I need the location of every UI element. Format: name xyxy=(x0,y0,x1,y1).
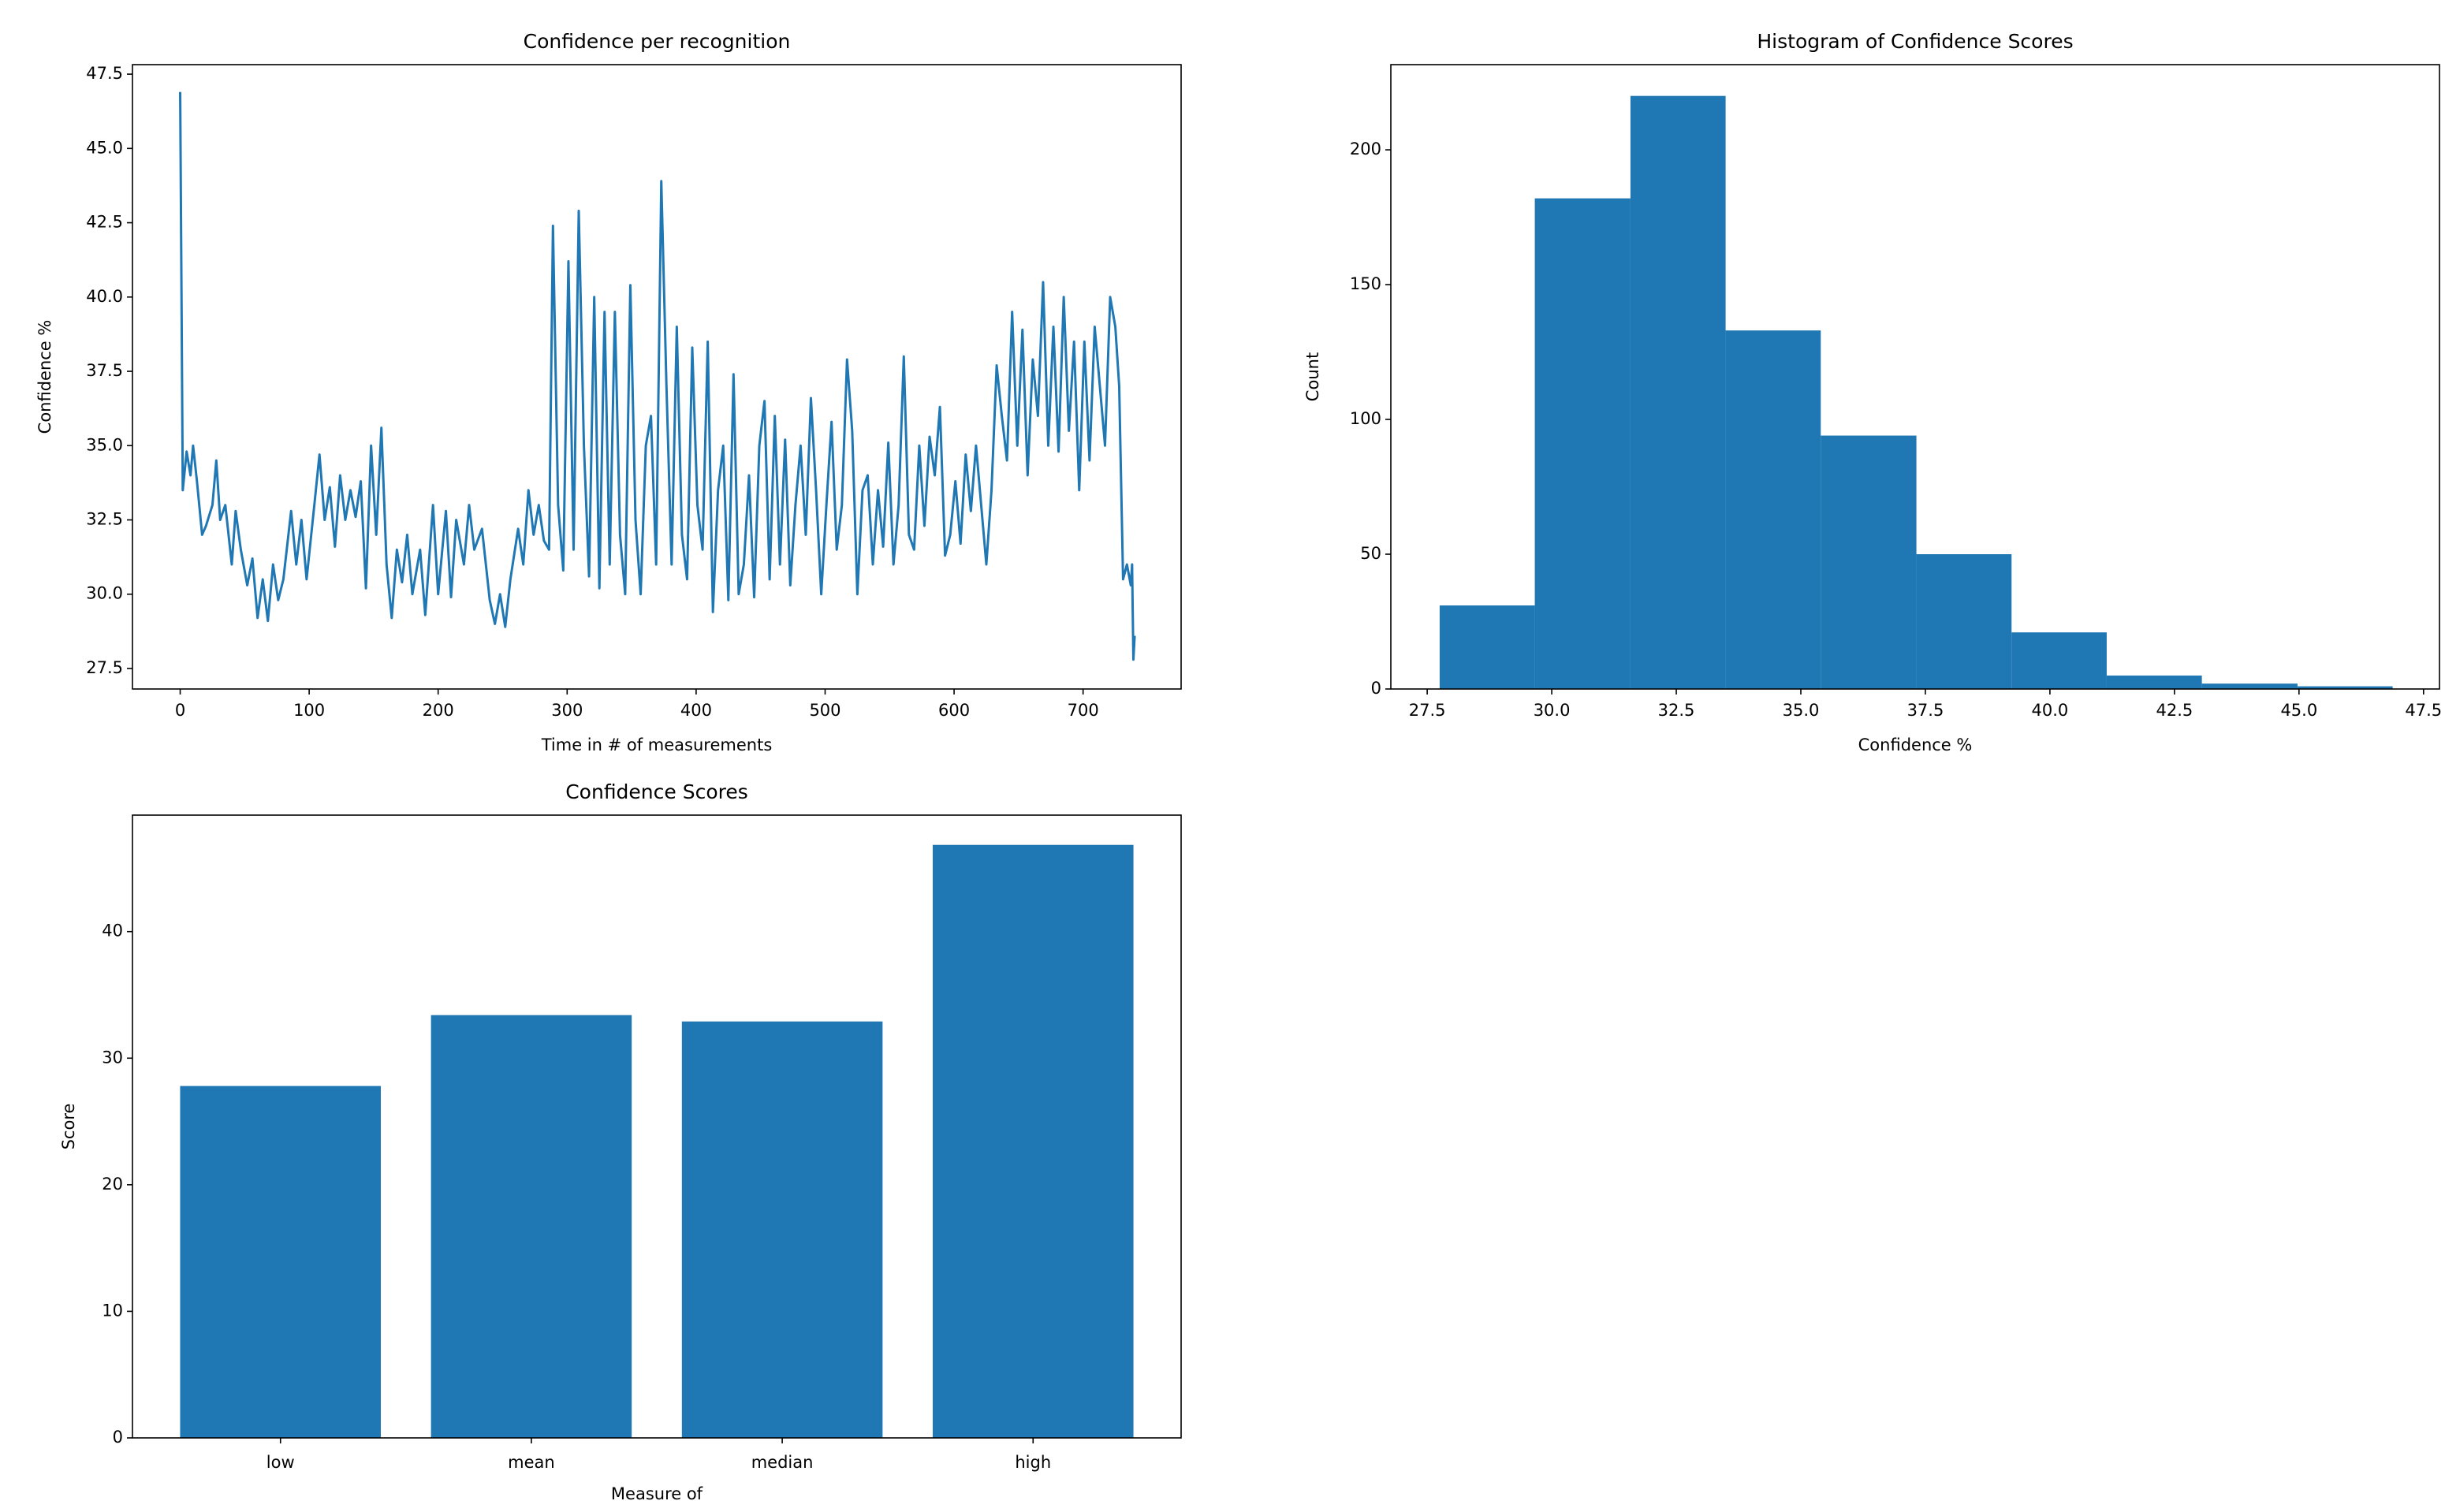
y-tick-label: 30.0 xyxy=(86,584,123,603)
y-tick-label: 150 xyxy=(1350,274,1381,293)
y-axis-label: Score xyxy=(59,1104,78,1150)
x-tick-label: 0 xyxy=(175,701,185,720)
x-tick-label: 37.5 xyxy=(1907,701,1944,720)
x-tick-label: low xyxy=(266,1453,295,1472)
y-tick-label: 47.5 xyxy=(86,64,123,83)
x-tick-label: 42.5 xyxy=(2156,701,2193,720)
chart-title: Confidence per recognition xyxy=(524,30,791,53)
y-tick-label: 10 xyxy=(102,1301,123,1320)
x-tick-label: 40.0 xyxy=(2032,701,2069,720)
plot-frame xyxy=(132,814,1182,1439)
bar xyxy=(681,1021,883,1438)
x-tick-label: 47.5 xyxy=(2405,701,2442,720)
y-tick-label: 30 xyxy=(102,1048,123,1067)
x-axis-label: Measure of xyxy=(611,1484,703,1503)
y-tick-label: 32.5 xyxy=(86,510,123,529)
y-tick-label: 37.5 xyxy=(86,361,123,380)
hist-bar xyxy=(2201,683,2298,689)
hist-bar xyxy=(1630,95,1726,689)
hist-bar xyxy=(1534,198,1631,689)
bar xyxy=(933,844,1134,1438)
x-tick-label: 500 xyxy=(809,701,840,720)
x-tick-label: 100 xyxy=(293,701,325,720)
y-tick-label: 20 xyxy=(102,1175,123,1194)
x-tick-label: 600 xyxy=(938,701,970,720)
hist-bar xyxy=(1439,605,1535,689)
x-axis-label: Time in # of measurements xyxy=(541,736,773,754)
y-axis-label: Count xyxy=(1303,352,1322,401)
y-tick-label: 100 xyxy=(1350,409,1381,428)
x-tick-label: high xyxy=(1015,1453,1051,1472)
y-tick-label: 45.0 xyxy=(86,138,123,157)
x-tick-label: 45.0 xyxy=(2280,701,2317,720)
x-tick-label: 300 xyxy=(551,701,583,720)
y-tick-label: 0 xyxy=(113,1428,123,1447)
x-axis-label: Confidence % xyxy=(1858,736,1973,754)
y-tick-label: 0 xyxy=(1371,679,1381,698)
x-tick-label: 700 xyxy=(1068,701,1099,720)
hist-bar xyxy=(1725,330,1821,689)
data-line xyxy=(179,91,1136,661)
hist-bar xyxy=(2011,632,2107,689)
bar xyxy=(430,1015,632,1438)
x-tick-label: 30.0 xyxy=(1534,701,1571,720)
y-tick-label: 200 xyxy=(1350,140,1381,158)
y-tick-label: 40 xyxy=(102,922,123,940)
x-tick-label: 35.0 xyxy=(1783,701,1820,720)
x-tick-label: mean xyxy=(508,1453,555,1472)
y-tick-label: 42.5 xyxy=(86,213,123,232)
y-tick-label: 35.0 xyxy=(86,435,123,454)
bar xyxy=(180,1086,381,1438)
x-tick-label: 32.5 xyxy=(1658,701,1695,720)
chart-title: Histogram of Confidence Scores xyxy=(1757,30,2073,53)
plot-frame xyxy=(132,64,1182,690)
y-axis-label: Confidence % xyxy=(35,320,54,434)
chart-title: Confidence Scores xyxy=(565,780,748,803)
plot-frame xyxy=(1390,64,2440,690)
x-tick-label: 400 xyxy=(680,701,712,720)
hist-bar xyxy=(1821,435,1917,689)
hist-bar xyxy=(2106,675,2202,689)
x-tick-label: 27.5 xyxy=(1409,701,1446,720)
y-tick-label: 27.5 xyxy=(86,658,123,677)
hist-bar xyxy=(2297,686,2393,689)
y-tick-label: 40.0 xyxy=(86,287,123,306)
y-tick-label: 50 xyxy=(1360,544,1381,563)
x-tick-label: 200 xyxy=(423,701,454,720)
hist-bar xyxy=(1916,554,2012,689)
x-tick-label: median xyxy=(751,1453,814,1472)
